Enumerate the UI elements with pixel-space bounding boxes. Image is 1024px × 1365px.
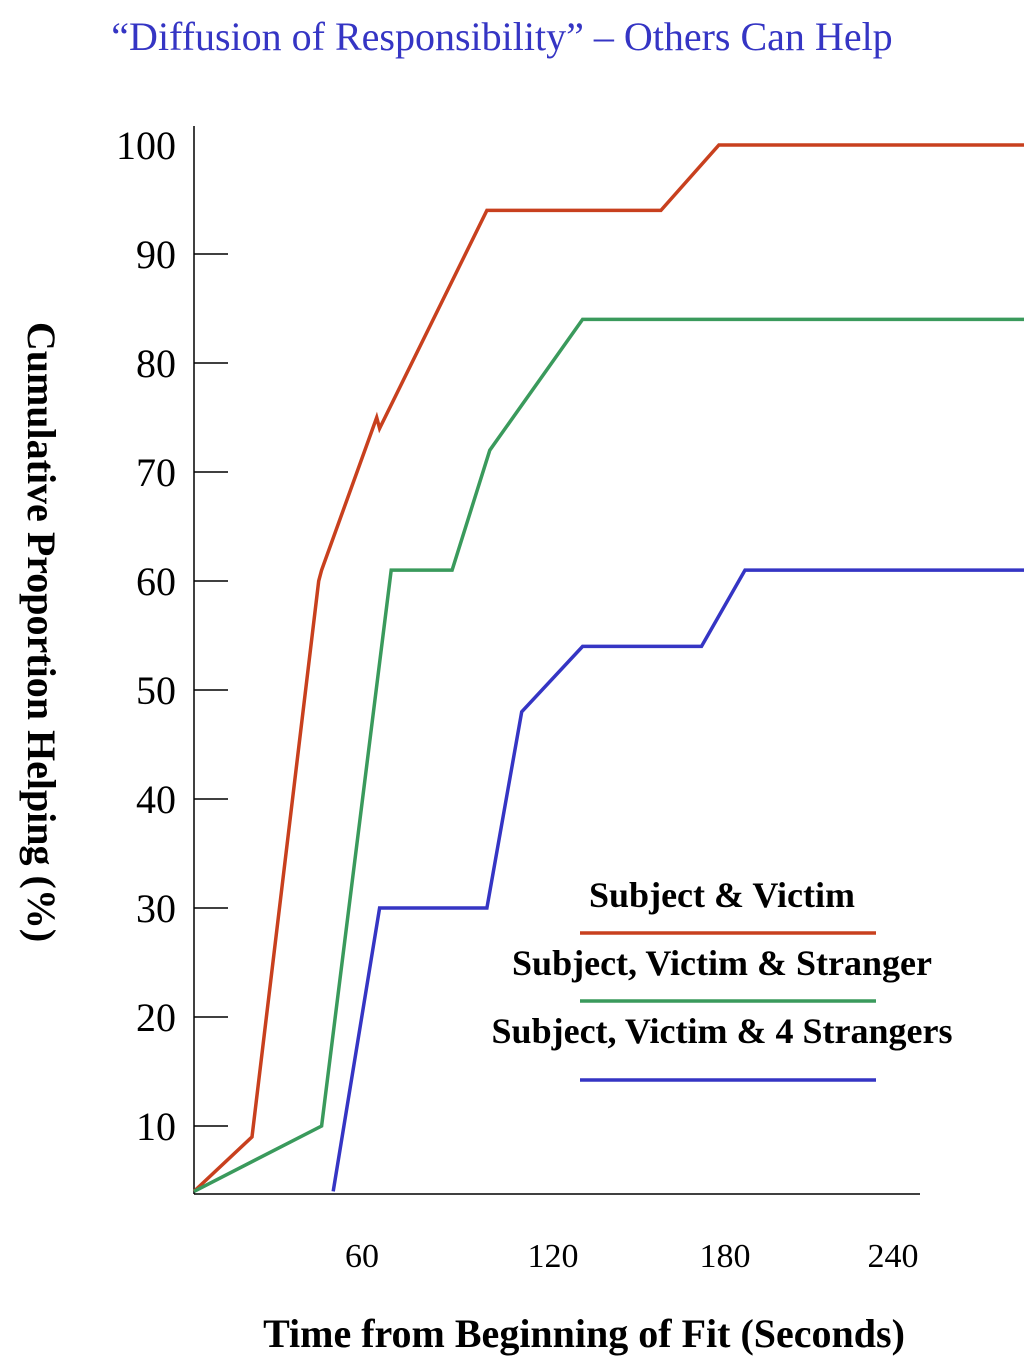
chart-title: “Diffusion of Responsibility” – Others C… <box>111 14 892 59</box>
y-tick-label: 30 <box>136 886 176 931</box>
y-tick-label: 60 <box>136 559 176 604</box>
x-ticks: 60 120 180 240 <box>345 1238 919 1275</box>
series-lines <box>192 143 1024 1193</box>
legend: Subject & Victim Subject, Victim & Strang… <box>492 875 953 1082</box>
series-line-3 <box>331 568 1024 1192</box>
x-axis-label: Time from Beginning of Fit (Seconds) <box>263 1311 905 1356</box>
y-tick-label: 40 <box>136 777 176 822</box>
y-ticks: 10 20 30 40 50 60 70 80 90 100 <box>116 123 228 1149</box>
legend-label-1: Subject & Victim <box>589 875 855 915</box>
x-tick-label: 60 <box>345 1238 379 1275</box>
x-tick-label: 180 <box>700 1238 751 1275</box>
y-tick-label: 100 <box>116 123 176 168</box>
y-axis-label: Cumulative Proportion Helping (%) <box>19 322 64 942</box>
series-line-1 <box>192 143 1024 1193</box>
series-line-2 <box>193 317 1024 1193</box>
y-tick-label: 90 <box>136 232 176 277</box>
legend-label-3: Subject, Victim & 4 Strangers <box>492 1011 953 1051</box>
x-tick-label: 240 <box>868 1238 919 1275</box>
legend-label-2: Subject, Victim & Stranger <box>512 943 932 983</box>
y-tick-label: 80 <box>136 341 176 386</box>
x-tick-label: 120 <box>528 1238 579 1275</box>
y-tick-label: 50 <box>136 668 176 713</box>
y-tick-label: 20 <box>136 995 176 1040</box>
y-tick-label: 70 <box>136 450 176 495</box>
y-tick-label: 10 <box>136 1104 176 1149</box>
